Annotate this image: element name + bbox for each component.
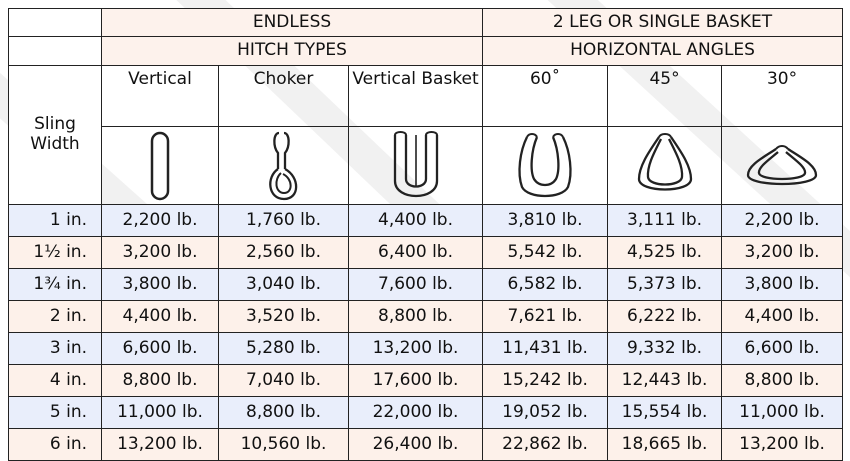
row-width-label: 4 in. <box>8 364 102 397</box>
table-cell: 7,040 lb. <box>218 364 349 397</box>
basket-30-sling-icon <box>746 144 818 185</box>
col-45-degrees: 45° <box>607 65 723 127</box>
vertical-icon-cell <box>101 126 219 205</box>
table-cell: 17,600 lb. <box>347 364 484 397</box>
column-names-row: Sling Width Vertical Choker Vertical Bas… <box>8 65 844 205</box>
table-cell: 26,400 lb. <box>347 428 484 461</box>
row-width-label: 3 in. <box>8 332 102 365</box>
table-cell: 2,200 lb. <box>721 204 844 237</box>
table-row: 2 in. 4,400 lb. 3,520 lb. 8,800 lb. 7,62… <box>8 300 844 333</box>
col-vertical: Vertical <box>101 65 219 127</box>
table-cell: 3,810 lb. <box>482 204 609 237</box>
basket-45-sling-icon <box>637 132 692 191</box>
table-cell: 2,560 lb. <box>218 236 349 269</box>
table-row: 1½ in. 3,200 lb. 2,560 lb. 6,400 lb. 5,5… <box>8 236 844 269</box>
basket-60-icon-cell <box>482 126 609 205</box>
basket-60-sling-icon <box>518 132 572 197</box>
hitch-types-header: HITCH TYPES <box>100 36 484 66</box>
basket-30-icon-cell <box>721 126 844 205</box>
vertical-basket-sling-icon <box>393 130 438 197</box>
col-choker: Choker <box>218 65 349 127</box>
col-30-degrees: 30° <box>721 65 844 127</box>
table-cell: 13,200 lb. <box>101 428 219 461</box>
table-cell: 22,862 lb. <box>482 428 609 461</box>
table-cell: 8,800 lb. <box>218 396 349 429</box>
corner-cell <box>8 36 102 66</box>
vertical-sling-icon <box>150 131 170 200</box>
table-cell: 11,000 lb. <box>721 396 844 429</box>
table-cell: 4,400 lb. <box>721 300 844 333</box>
table-row: 1¾ in. 3,800 lb. 3,040 lb. 7,600 lb. 6,5… <box>8 268 844 301</box>
table-cell: 13,200 lb. <box>347 332 484 365</box>
choker-icon-cell <box>218 126 349 205</box>
table-body: ENDLESS 2 LEG OR SINGLE BASKET HITCH TYP… <box>8 8 844 461</box>
table-cell: 3,800 lb. <box>101 268 219 301</box>
sling-capacity-table: ENDLESS 2 LEG OR SINGLE BASKET HITCH TYP… <box>8 8 844 461</box>
table-cell: 10,560 lb. <box>218 428 349 461</box>
table-row: 5 in. 11,000 lb. 8,800 lb. 22,000 lb. 19… <box>8 396 844 429</box>
table-cell: 19,052 lb. <box>482 396 609 429</box>
table-cell: 9,332 lb. <box>607 332 723 365</box>
row-width-label: 1¾ in. <box>8 268 102 301</box>
table-cell: 6,600 lb. <box>721 332 844 365</box>
table-cell: 4,400 lb. <box>101 300 219 333</box>
table-cell: 8,800 lb. <box>721 364 844 397</box>
horizontal-angles-header: HORIZONTAL ANGLES <box>482 36 844 66</box>
table-cell: 11,431 lb. <box>482 332 609 365</box>
table-cell: 22,000 lb. <box>347 396 484 429</box>
row-width-label: 5 in. <box>8 396 102 429</box>
table-cell: 3,200 lb. <box>101 236 219 269</box>
table-cell: 15,554 lb. <box>607 396 723 429</box>
table-cell: 15,242 lb. <box>482 364 609 397</box>
table-cell: 8,800 lb. <box>101 364 219 397</box>
basket-header: 2 LEG OR SINGLE BASKET <box>482 8 844 37</box>
table-cell: 6,582 lb. <box>482 268 609 301</box>
table-cell: 2,200 lb. <box>101 204 219 237</box>
table-cell: 4,400 lb. <box>347 204 484 237</box>
table-cell: 5,373 lb. <box>607 268 723 301</box>
table-cell: 5,542 lb. <box>482 236 609 269</box>
table-cell: 11,000 lb. <box>101 396 219 429</box>
table-row: 6 in. 13,200 lb. 10,560 lb. 26,400 lb. 2… <box>8 428 844 461</box>
table-cell: 4,525 lb. <box>607 236 723 269</box>
corner-cell <box>8 8 102 37</box>
table-cell: 1,760 lb. <box>218 204 349 237</box>
row-width-label: 1 in. <box>8 204 102 237</box>
row-width-label: 2 in. <box>8 300 102 333</box>
header-row-mid: HITCH TYPES HORIZONTAL ANGLES <box>8 36 844 66</box>
col-vertical-basket: Vertical Basket <box>347 65 484 127</box>
table-cell: 6,222 lb. <box>607 300 723 333</box>
sling-icons-row <box>9 126 844 205</box>
table-row: 3 in. 6,600 lb. 5,280 lb. 13,200 lb. 11,… <box>8 332 844 365</box>
row-width-label: 1½ in. <box>8 236 102 269</box>
table-cell: 13,200 lb. <box>721 428 844 461</box>
vertical-basket-icon-cell <box>347 126 484 205</box>
table-cell: 3,111 lb. <box>607 204 723 237</box>
table-cell: 3,040 lb. <box>218 268 349 301</box>
table-cell: 7,621 lb. <box>482 300 609 333</box>
table-cell: 8,800 lb. <box>347 300 484 333</box>
table-cell: 6,600 lb. <box>101 332 219 365</box>
table-cell: 3,800 lb. <box>721 268 844 301</box>
table-row: 1 in. 2,200 lb. 1,760 lb. 4,400 lb. 3,81… <box>8 204 844 237</box>
table-cell: 12,443 lb. <box>607 364 723 397</box>
sling-width-header: Sling Width <box>8 65 102 205</box>
table-cell: 7,600 lb. <box>347 268 484 301</box>
basket-45-icon-cell <box>607 126 723 205</box>
table-cell: 6,400 lb. <box>347 236 484 269</box>
table-cell: 3,520 lb. <box>218 300 349 333</box>
table-row: 4 in. 8,800 lb. 7,040 lb. 17,600 lb. 15,… <box>8 364 844 397</box>
table-cell: 18,665 lb. <box>607 428 723 461</box>
row-width-label: 6 in. <box>8 428 102 461</box>
choker-sling-icon <box>268 131 297 200</box>
table-cell: 3,200 lb. <box>721 236 844 269</box>
endless-header: ENDLESS <box>100 8 484 37</box>
table-cell: 5,280 lb. <box>218 332 349 365</box>
header-row-top: ENDLESS 2 LEG OR SINGLE BASKET <box>8 8 844 37</box>
col-60-degrees: 60˚ <box>482 65 609 127</box>
